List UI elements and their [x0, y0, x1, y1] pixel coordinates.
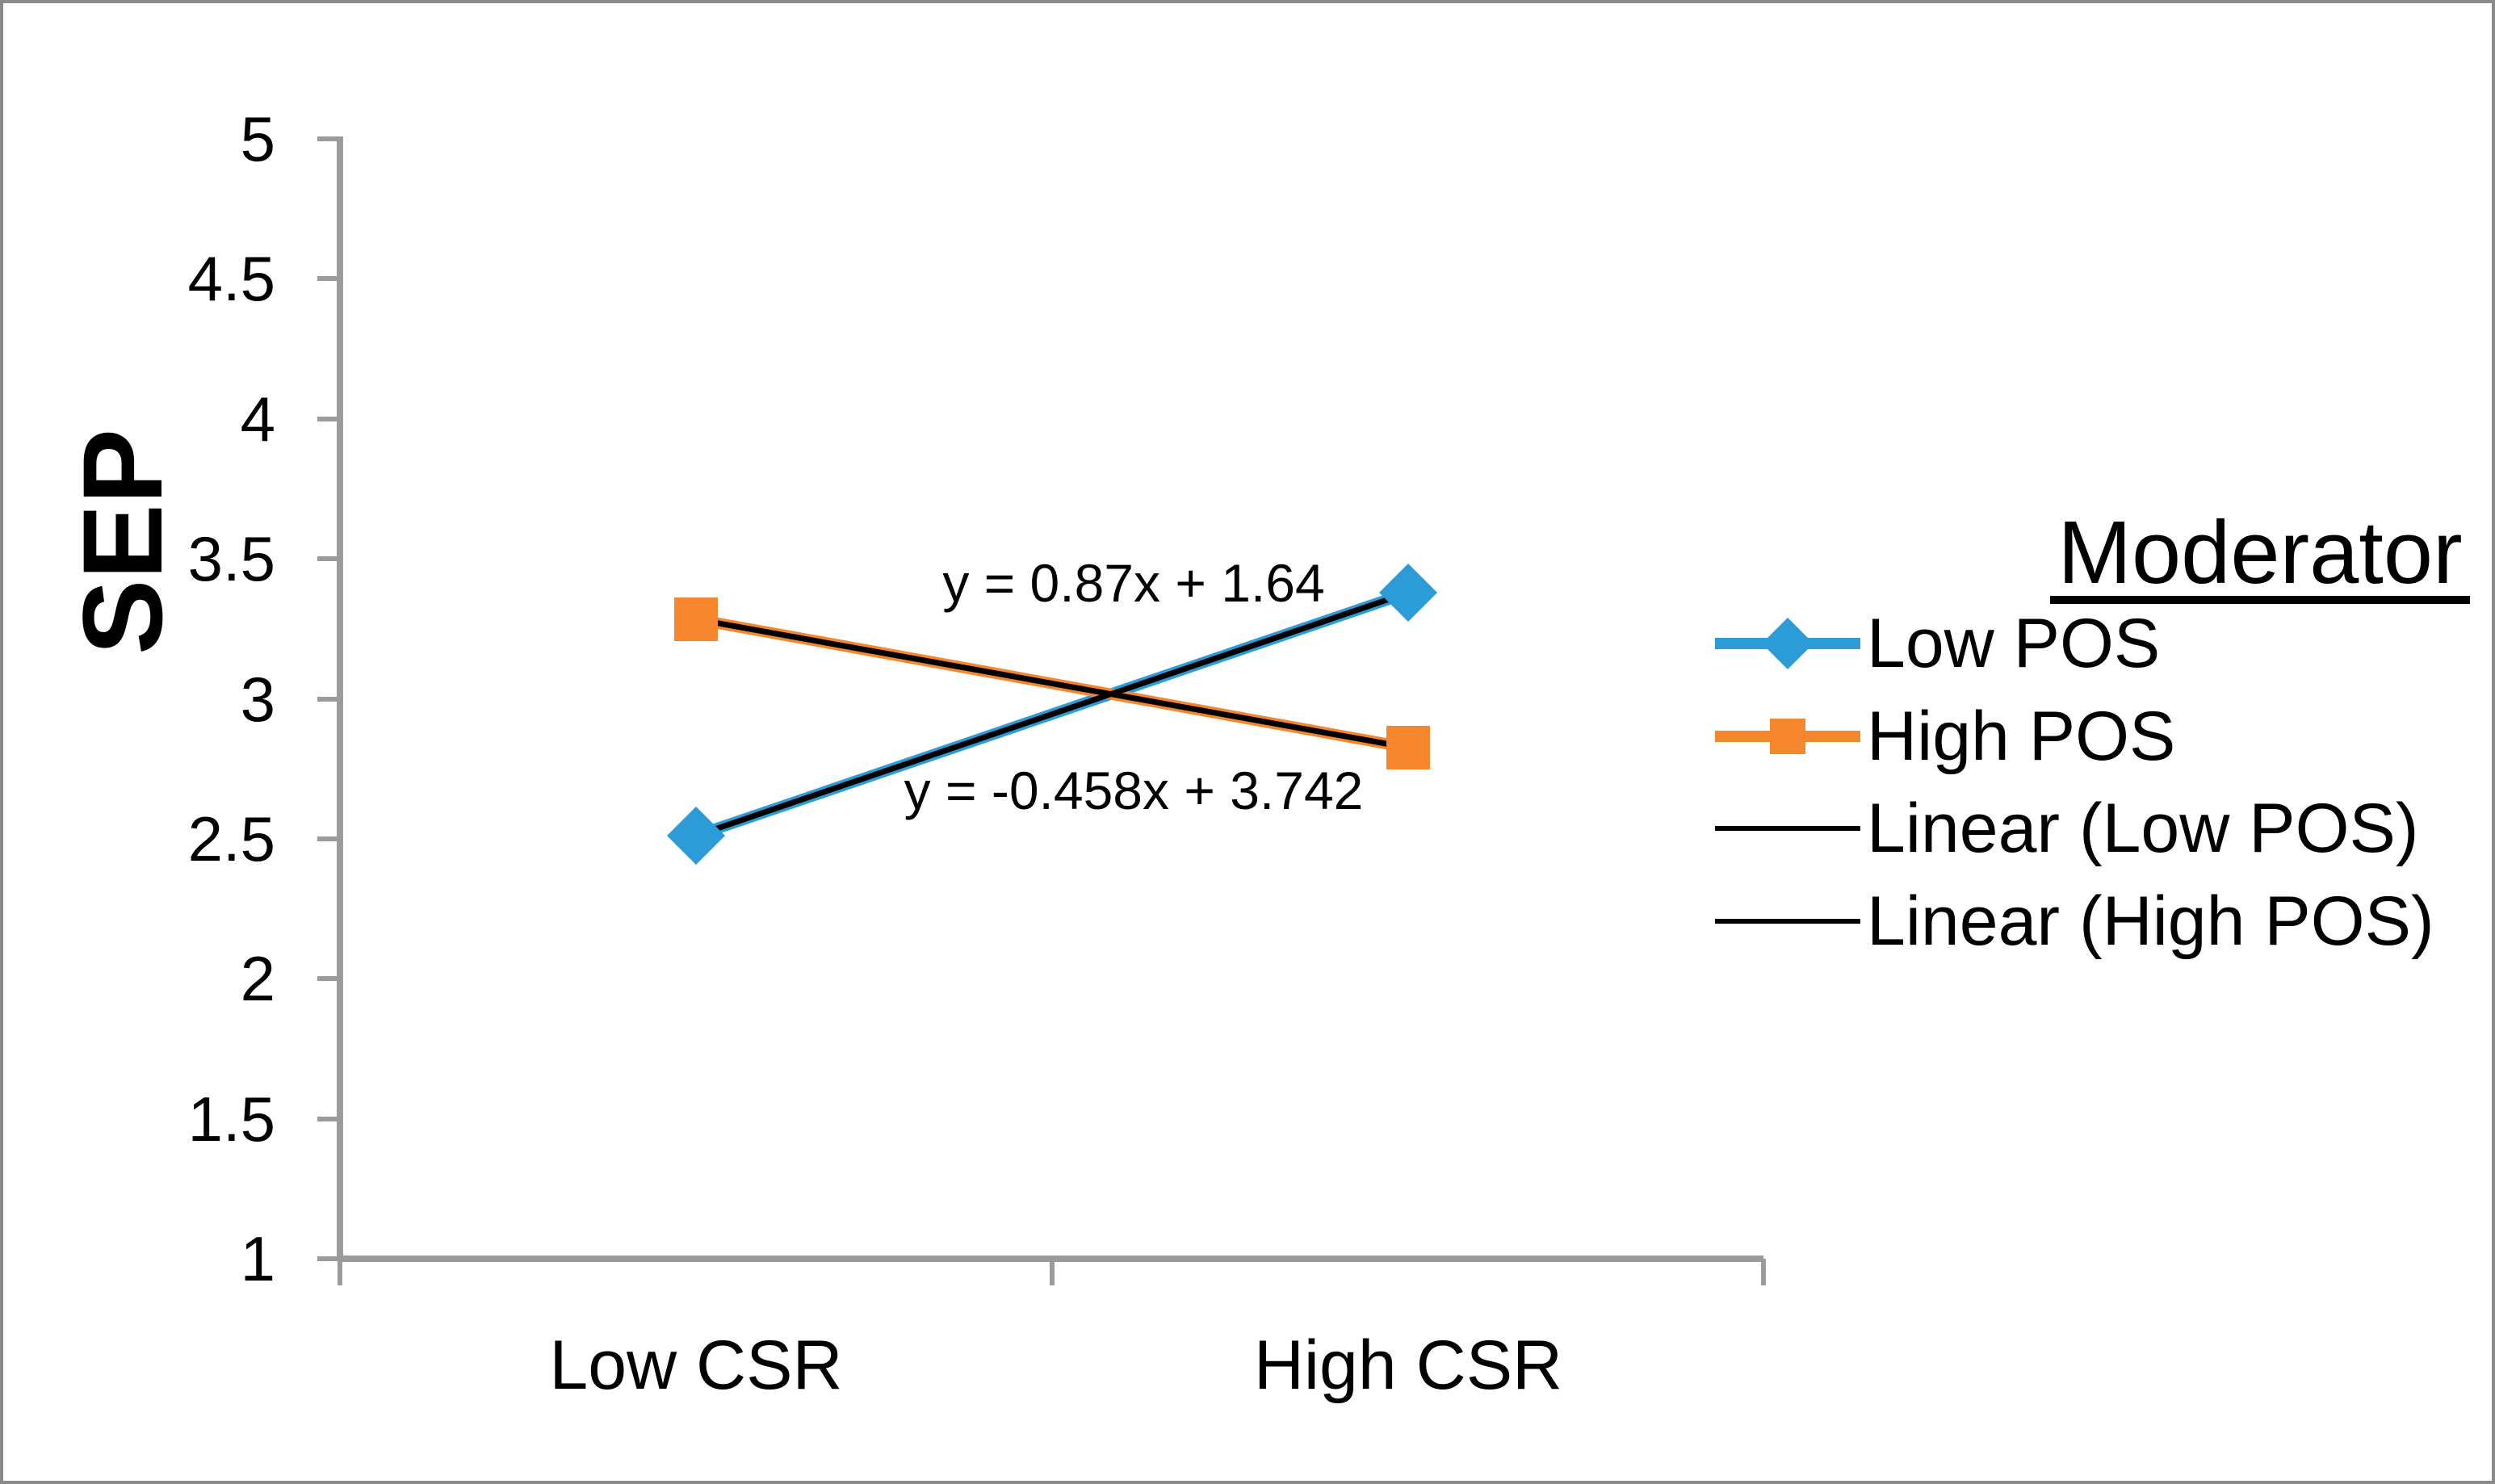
legend-item-high-pos: High POS [1867, 698, 2176, 775]
y-tick-label: 1 [240, 1223, 275, 1294]
y-tick-label: 4.5 [187, 243, 275, 314]
plot-graphics [317, 136, 1860, 1285]
x-tick-label-high-csr: High CSR [1253, 1327, 1563, 1404]
y-axis-ticks [317, 136, 340, 1261]
y-tick-label: 2.5 [187, 803, 275, 874]
y-tick-label: 3 [240, 664, 275, 735]
y-tick-label: 1.5 [187, 1084, 275, 1155]
legend-item-linear-low-pos: Linear (Low POS) [1867, 790, 2419, 867]
low-pos-equation-annotation: y = 0.87x + 1.64 [942, 553, 1325, 613]
legend-square-marker-icon [1770, 719, 1805, 754]
high-pos-marker-high-csr [1386, 726, 1430, 769]
y-tick-label: 2 [240, 943, 275, 1014]
high-pos-equation-annotation: y = -0.458x + 3.742 [904, 761, 1364, 820]
legend-title: Moderator [2050, 509, 2470, 604]
low-pos-marker-high-csr [1379, 564, 1437, 622]
linear-high-pos-trendline [693, 616, 1411, 751]
low-pos-marker-low-csr [667, 807, 725, 865]
y-tick-label: 3.5 [187, 523, 275, 594]
legend-item-low-pos: Low POS [1867, 605, 2161, 682]
y-tick-label: 5 [240, 103, 275, 174]
y-tick-label: 4 [240, 384, 275, 455]
x-tick-label-low-csr: Low CSR [549, 1327, 843, 1404]
legend-item-linear-high-pos: Linear (High POS) [1867, 882, 2434, 960]
axes [337, 136, 1763, 1262]
linear-low-pos-trendline [693, 589, 1411, 839]
x-axis-ticks [338, 1259, 1766, 1285]
y-axis-title: SEP [59, 428, 186, 656]
legend-diamond-marker-icon [1762, 618, 1814, 669]
high-pos-marker-low-csr [674, 597, 718, 641]
